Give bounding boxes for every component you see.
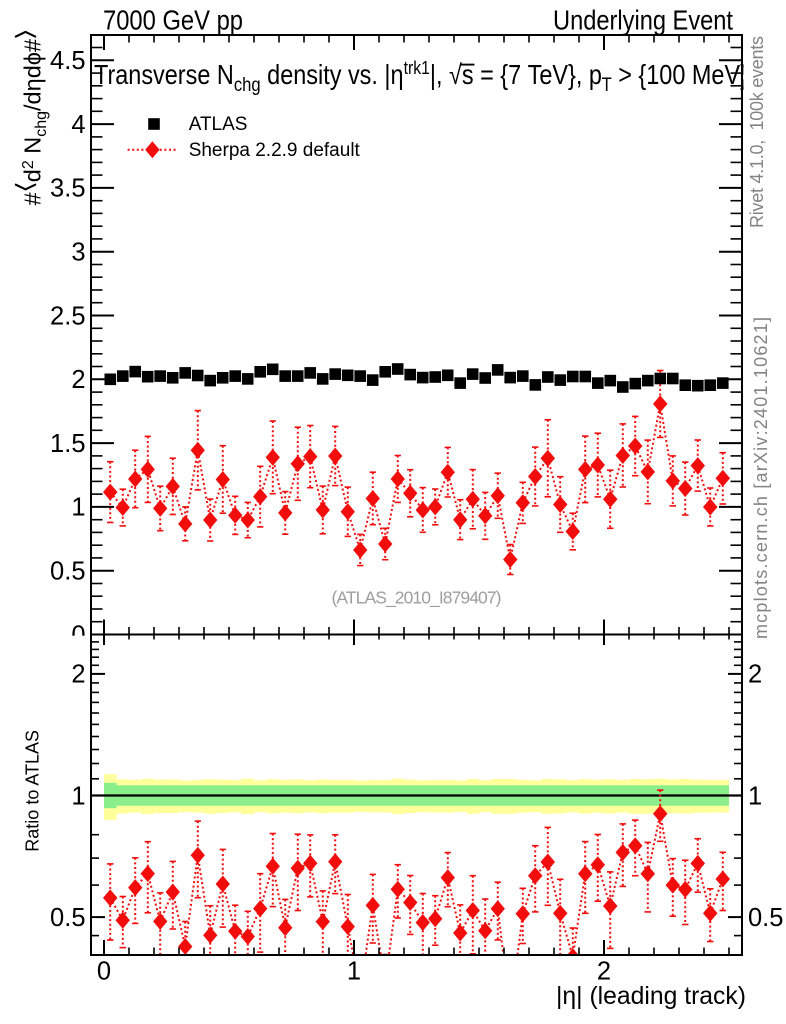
svg-text:0.5: 0.5: [50, 558, 85, 586]
svg-text:chg: chg: [234, 74, 261, 96]
svg-text:2: 2: [71, 661, 85, 689]
svg-text:1: 1: [71, 782, 85, 810]
svg-text:1: 1: [347, 958, 361, 986]
svg-text:Transverse N: Transverse N: [94, 60, 234, 90]
svg-text:T: T: [602, 74, 612, 96]
svg-text:4: 4: [71, 111, 85, 139]
svg-text:density vs. |η: density vs. |η: [261, 60, 404, 90]
svg-text:1.5: 1.5: [50, 430, 85, 458]
svg-text:mcplots.cern.ch [arXiv:2401.10: mcplots.cern.ch [arXiv:2401.10621]: [751, 317, 771, 639]
svg-text:N: N: [20, 137, 46, 161]
svg-text:(ATLAS_2010_I879407): (ATLAS_2010_I879407): [332, 588, 502, 609]
svg-text:2.5: 2.5: [50, 302, 85, 330]
svg-text:2: 2: [748, 661, 762, 689]
svg-text:1: 1: [748, 782, 762, 810]
svg-text:ATLAS: ATLAS: [189, 114, 248, 135]
svg-text:trk1: trk1: [404, 57, 430, 79]
svg-text:0.5: 0.5: [50, 904, 85, 932]
svg-text:d: d: [20, 169, 46, 182]
svg-text:0: 0: [97, 958, 111, 986]
svg-text:2: 2: [71, 366, 85, 394]
svg-text:#: #: [20, 192, 46, 205]
svg-text:3: 3: [71, 239, 85, 267]
svg-text:4.5: 4.5: [50, 47, 85, 75]
svg-text:7000 GeV pp: 7000 GeV pp: [103, 5, 243, 36]
svg-text:chg: chg: [33, 111, 50, 137]
svg-text:|, √s = {7 TeV}, p: |, √s = {7 TeV}, p: [430, 60, 602, 90]
svg-text:Underlying Event: Underlying Event: [553, 5, 733, 36]
svg-text:Sherpa 2.2.9 default: Sherpa 2.2.9 default: [189, 140, 361, 161]
svg-text:0.5: 0.5: [748, 904, 783, 932]
svg-text:2: 2: [597, 958, 611, 986]
svg-text:Ratio to ATLAS: Ratio to ATLAS: [23, 730, 43, 852]
svg-text:1: 1: [71, 494, 85, 522]
svg-text:|η| (leading track): |η| (leading track): [556, 982, 746, 1010]
svg-text:/dηdϕ#: /dηdϕ#: [20, 39, 46, 111]
svg-text:3.5: 3.5: [50, 175, 85, 203]
svg-text:Rivet 4.1.0, 100k events: Rivet 4.1.0, 100k events: [747, 36, 767, 228]
svg-text:2: 2: [20, 160, 37, 169]
svg-text:> {100 MeV}: > {100 MeV}: [612, 60, 749, 90]
